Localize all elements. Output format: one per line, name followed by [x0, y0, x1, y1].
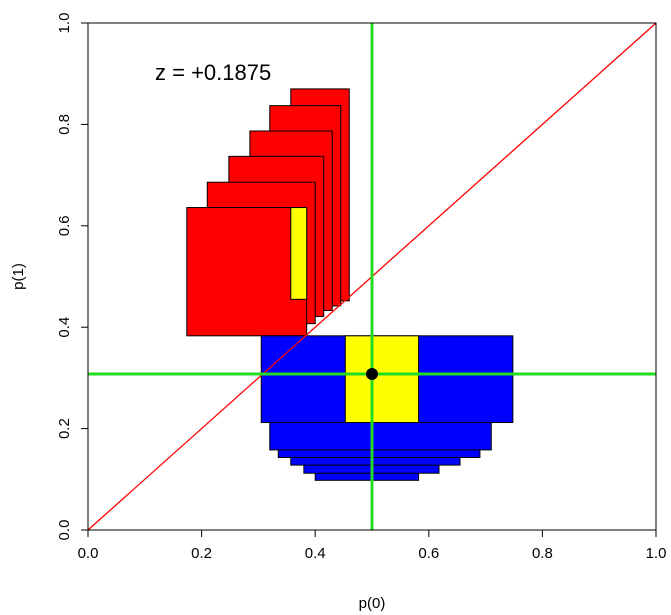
x-tick-label: 0.4 [305, 545, 326, 562]
data-point [366, 368, 378, 380]
y-tick-label: 0.4 [56, 317, 73, 338]
x-tick-label: 0.0 [78, 545, 99, 562]
z-annotation: z = +0.1875 [155, 60, 271, 85]
y-tick-label: 0.0 [56, 520, 73, 541]
y-tick-label: 0.8 [56, 114, 73, 135]
y-tick-label: 0.6 [56, 215, 73, 236]
yellow-box-blue [345, 336, 418, 423]
x-tick-label: 1.0 [646, 545, 667, 562]
x-tick-label: 0.6 [418, 545, 439, 562]
red-box-1 [187, 208, 307, 336]
plot-shapes [187, 89, 513, 480]
x-axis-title: p(0) [359, 595, 386, 612]
x-tick-label: 0.8 [532, 545, 553, 562]
y-tick-label: 0.2 [56, 418, 73, 439]
y-axis-title: p(1) [10, 263, 27, 290]
y-tick-label: 1.0 [56, 13, 73, 34]
yellow-box-red [291, 208, 307, 300]
plot-lines [88, 23, 656, 530]
x-tick-label: 0.2 [191, 545, 212, 562]
